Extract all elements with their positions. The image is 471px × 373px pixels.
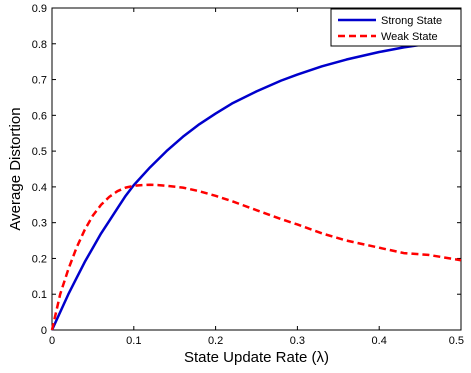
series-line-weak-state [50,183,462,331]
y-tick-label: 0.5 [32,146,47,158]
legend: Strong State Weak State [330,8,462,47]
x-tick-label: 0.3 [290,335,305,347]
y-tick-label: 0.6 [32,110,47,122]
y-tick-label: 0.2 [32,253,47,265]
ticks: 0 0.1 0.2 0.3 0.4 0.5 0 0.1 0.2 0.3 0.4 0.5 0.6 0.7 0.… [32,3,464,347]
y-tick-label: 0.1 [32,289,47,301]
y-tick-label: 0.7 [32,75,47,87]
x-tick-label: 0 [49,335,55,347]
legend-label-weak: Weak State [381,31,438,43]
y-tick-label: 0 [41,325,47,337]
series-line-strong-state [50,38,462,331]
legend-box [330,8,462,47]
y-tick-label: 0.8 [32,39,47,51]
x-tick-label: 0.5 [449,335,464,347]
x-axis-title: State Update Rate (λ) [184,349,329,366]
series-layer [50,38,462,331]
x-tick-label: 0.1 [126,335,141,347]
y-axis-title: Average Distortion [7,107,24,230]
x-tick-label: 0.2 [208,335,223,347]
legend-label-strong: Strong State [381,15,442,27]
y-tick-label: 0.9 [32,3,47,15]
plot-area [51,7,462,331]
y-tick-label: 0.4 [32,182,47,194]
x-tick-label: 0.4 [372,335,387,347]
y-tick-label: 0.3 [32,218,47,230]
